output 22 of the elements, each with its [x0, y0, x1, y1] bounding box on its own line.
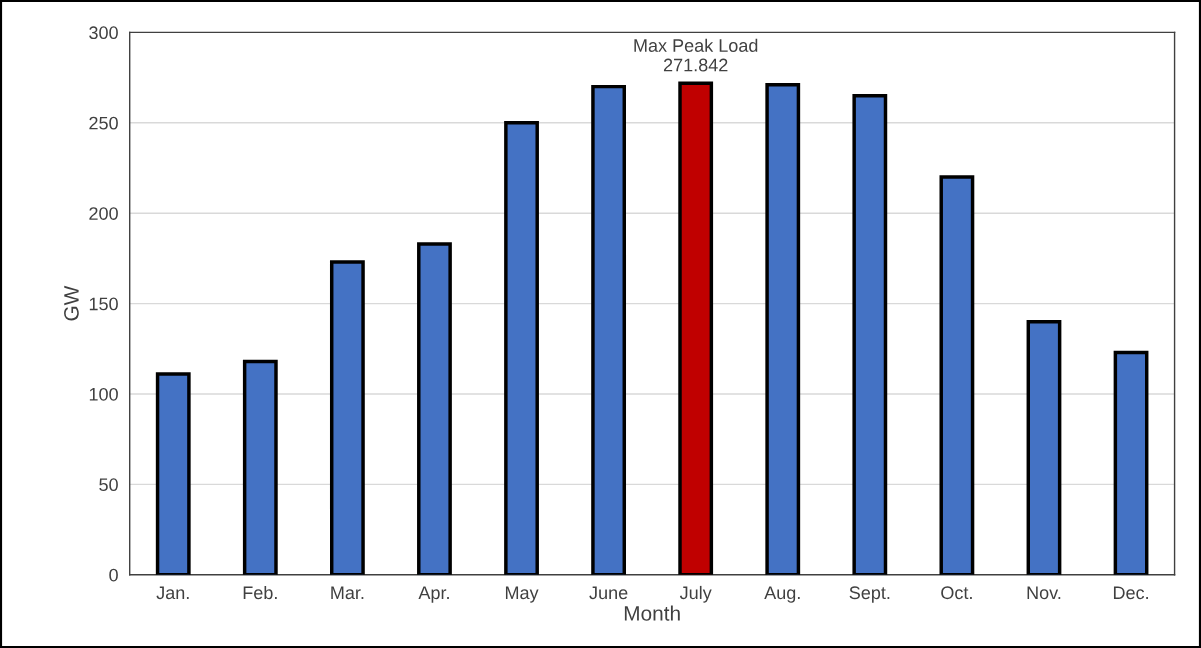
x-tick-label: Sept.: [849, 586, 890, 603]
x-tick-label: Dec.: [1113, 586, 1148, 600]
x-tick-label: Jan.: [156, 586, 189, 600]
annotation: Max Peak Load 271.842: [634, 38, 758, 72]
x-tick-label: Aug.: [764, 586, 800, 603]
x-tick-label: May: [505, 586, 539, 603]
y-tick-label: 250: [89, 116, 118, 130]
y-tick-label: 50: [99, 478, 118, 492]
x-tick-label: Feb.: [243, 585, 277, 600]
x-tick-label: Nov.: [1027, 586, 1061, 600]
x-tick-label: Apr.: [418, 586, 449, 603]
y-tick-label: 150: [89, 297, 118, 311]
y-tick-label: 0: [109, 568, 118, 582]
x-tick-label: June: [589, 586, 628, 600]
x-tick-label: Oct.: [941, 586, 972, 600]
y-tick-label: 300: [89, 26, 118, 40]
x-tick-label: Mar.: [331, 586, 364, 600]
x-tick-label: July: [679, 585, 712, 603]
y-tick-label: 100: [89, 387, 118, 401]
y-axis-title: GW: [64, 285, 79, 321]
x-axis-title: Month: [624, 605, 680, 621]
y-tick-label: 200: [89, 207, 118, 220]
